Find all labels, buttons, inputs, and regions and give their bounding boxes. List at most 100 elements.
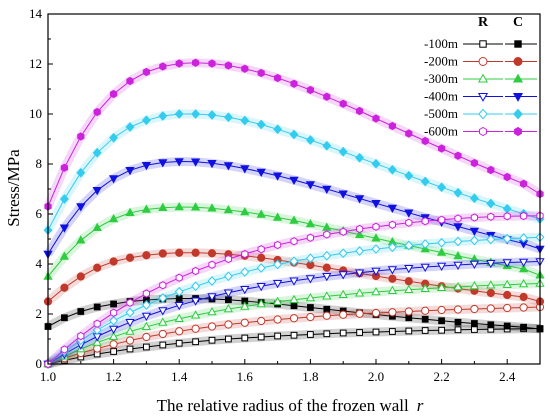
data-point — [174, 202, 184, 211]
data-point — [322, 140, 332, 151]
data-point — [141, 321, 152, 330]
data-point — [190, 297, 201, 306]
legend-marker-r — [477, 93, 489, 102]
data-point — [141, 300, 151, 310]
data-point — [436, 262, 447, 271]
data-point — [420, 283, 430, 292]
data-point — [76, 203, 86, 212]
data-point — [437, 237, 447, 248]
data-point — [404, 277, 413, 286]
data-point — [518, 258, 529, 267]
legend-marker-c — [514, 126, 522, 137]
legend: R C -100m -200m -300m -400m -500m -600m — [424, 15, 537, 139]
x-tick-label: 2.4 — [499, 369, 516, 384]
data-point — [453, 223, 463, 232]
data-point — [405, 218, 413, 227]
data-point — [387, 266, 398, 275]
legend-label: -100m — [424, 36, 458, 51]
data-point — [307, 304, 314, 311]
data-point — [438, 317, 445, 325]
data-point — [92, 187, 102, 196]
data-point — [125, 307, 135, 318]
data-point — [388, 308, 397, 317]
data-point — [256, 119, 266, 130]
data-point — [338, 289, 348, 298]
data-point — [387, 242, 397, 253]
data-point — [174, 313, 184, 322]
data-point — [125, 207, 135, 216]
data-point — [174, 109, 184, 119]
data-point — [92, 147, 102, 158]
data-point — [126, 76, 134, 86]
data-point — [471, 320, 478, 327]
data-point — [240, 165, 250, 174]
data-point — [142, 289, 151, 298]
data-point — [208, 260, 216, 269]
data-point — [305, 275, 316, 284]
data-point — [158, 159, 168, 168]
legend-marker-r — [478, 108, 488, 120]
data-point — [387, 285, 398, 294]
data-point — [453, 236, 463, 247]
data-point — [223, 112, 233, 123]
data-point — [339, 329, 347, 337]
data-point — [59, 251, 70, 260]
data-point — [109, 89, 118, 99]
data-point — [240, 207, 250, 216]
data-point — [322, 273, 332, 282]
legend-label: -400m — [424, 89, 458, 104]
data-point — [256, 263, 266, 273]
data-point — [273, 315, 282, 324]
data-point — [404, 170, 414, 181]
data-point — [158, 249, 167, 258]
data-point — [256, 209, 266, 218]
data-point — [306, 233, 315, 242]
data-point — [469, 193, 479, 204]
data-point — [519, 292, 528, 302]
data-point — [520, 323, 527, 331]
x-axis-title-var: r — [417, 396, 424, 415]
x-tick-label: 1.6 — [237, 369, 254, 384]
data-point — [387, 164, 397, 175]
data-point — [404, 307, 413, 316]
data-point — [519, 303, 528, 312]
data-point — [354, 229, 365, 238]
data-point — [158, 329, 167, 339]
data-point — [223, 304, 234, 313]
data-point — [272, 280, 283, 289]
legend-marker-r — [479, 126, 487, 137]
data-point — [207, 110, 217, 120]
data-point — [388, 220, 397, 229]
data-point — [289, 256, 299, 267]
data-point — [175, 327, 184, 336]
data-point — [256, 168, 266, 177]
data-point — [158, 317, 168, 326]
y-tick-label: 0 — [36, 356, 43, 371]
data-point — [290, 331, 298, 339]
data-point — [421, 315, 429, 323]
data-point — [93, 303, 101, 311]
data-point — [338, 248, 348, 259]
data-point — [93, 319, 101, 328]
data-point — [420, 176, 430, 187]
data-point — [289, 277, 299, 286]
y-tick-label: 8 — [36, 156, 43, 171]
data-point — [339, 99, 347, 108]
x-tick-label: 2.0 — [368, 369, 384, 384]
data-point — [175, 273, 183, 282]
data-point — [470, 158, 479, 168]
data-point — [92, 337, 102, 346]
data-point — [110, 348, 117, 355]
data-point — [143, 343, 150, 351]
data-point — [371, 308, 381, 318]
data-point — [158, 111, 168, 121]
data-point — [191, 324, 200, 333]
data-point — [93, 107, 101, 117]
data-point — [372, 222, 380, 231]
series--600m — [43, 58, 544, 369]
legend-header-r: R — [478, 15, 489, 30]
data-point — [487, 321, 495, 329]
data-point — [503, 290, 512, 300]
data-point — [175, 59, 183, 68]
x-tick-label: 2.2 — [433, 369, 449, 384]
